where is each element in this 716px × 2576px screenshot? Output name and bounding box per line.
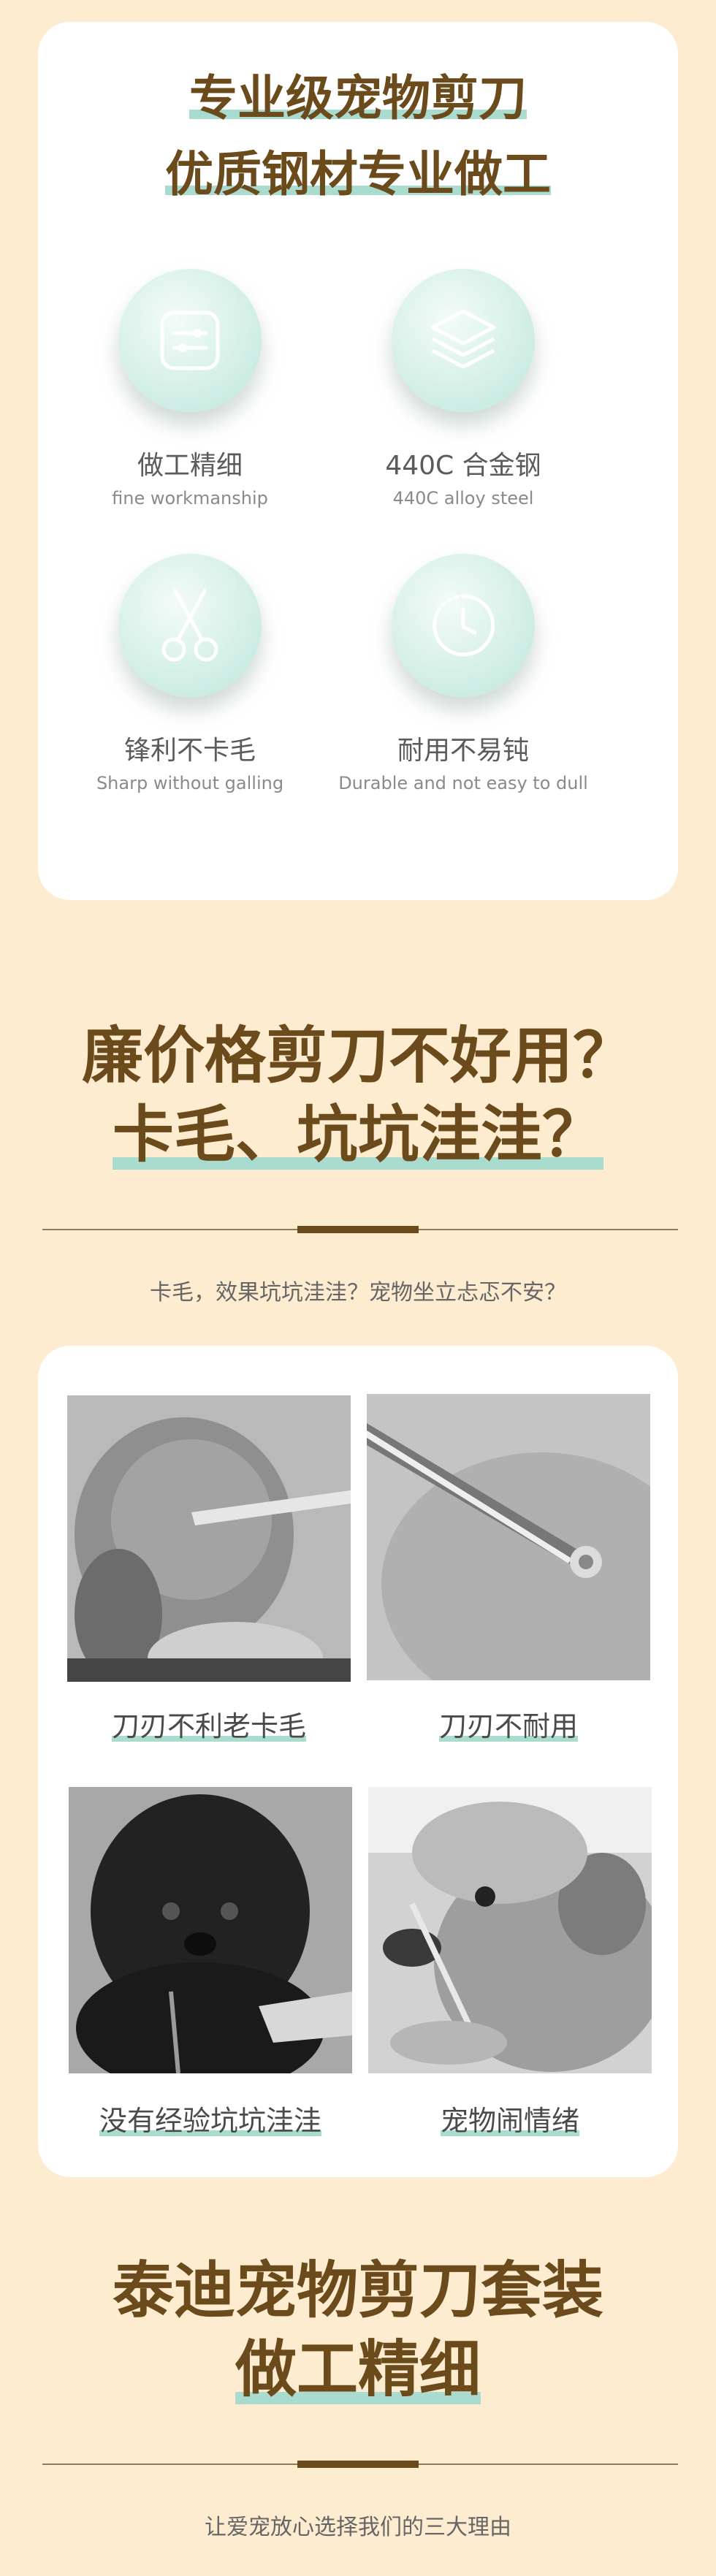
card-title-line2: 优质钢材专业做工 bbox=[165, 146, 551, 202]
feature-label-en: fine workmanship bbox=[112, 488, 268, 508]
features-card: 专业级宠物剪刀 优质钢材专业做工 做工精细 fine workmanship bbox=[38, 22, 678, 900]
section3-title-line2: 做工精细 bbox=[0, 2331, 716, 2409]
feature-alloy-steel: 440C 合金钢 440C alloy steel bbox=[324, 269, 602, 508]
feature-fine-workmanship: 做工精细 fine workmanship bbox=[51, 269, 329, 508]
section-subtitle: 卡毛，效果坑坑洼洼？宠物坐立忐忑不安？ bbox=[150, 1280, 566, 1306]
problem-caption: 刀刃不利老卡毛 bbox=[67, 1704, 351, 1744]
layers-icon bbox=[392, 269, 535, 412]
thinning-shears-photo bbox=[367, 1394, 650, 1680]
adjust-sliders-icon bbox=[118, 269, 262, 412]
section-title-line1: 廉价格剪刀不好用？ bbox=[81, 1020, 634, 1091]
dog-grooming-photo bbox=[368, 1787, 652, 2073]
section3-subtitle: 让爱宠放心选择我们的三大理由 bbox=[205, 2515, 511, 2540]
problem-caption: 没有经验坑坑洼洼 bbox=[69, 2098, 352, 2138]
feature-durable: 耐用不易钝 Durable and not easy to dull bbox=[324, 554, 602, 793]
scissors-icon bbox=[118, 554, 262, 697]
feature-label-cn: 做工精细 bbox=[137, 451, 243, 481]
feature-label-cn: 440C 合金钢 bbox=[385, 451, 541, 481]
problem-caption: 宠物闹情绪 bbox=[368, 2098, 652, 2138]
feature-label-cn: 锋利不卡毛 bbox=[123, 736, 256, 766]
card-title-line1: 专业级宠物剪刀 bbox=[189, 70, 527, 126]
feature-sharp: 锋利不卡毛 Sharp without galling bbox=[51, 554, 329, 793]
section-title-line2: 卡毛、坑坑洼洼？ bbox=[0, 1096, 716, 1175]
feature-label-cn: 耐用不易钝 bbox=[397, 736, 529, 766]
problem-caption: 刀刃不耐用 bbox=[367, 1704, 650, 1744]
clock-icon bbox=[392, 554, 535, 697]
feature-label-en: Durable and not easy to dull bbox=[338, 773, 588, 793]
feature-label-en: 440C alloy steel bbox=[392, 488, 534, 508]
divider-accent bbox=[297, 1226, 419, 1233]
divider-accent bbox=[297, 2461, 419, 2468]
black-poodle-photo bbox=[69, 1787, 352, 2073]
poodle-trim-photo bbox=[67, 1395, 351, 1682]
feature-label-en: Sharp without galling bbox=[96, 773, 284, 793]
problems-card: 刀刃不利老卡毛 刀刃不耐用 没有经验坑坑洼洼 bbox=[38, 1346, 678, 2177]
section3-title-line1: 泰迪宠物剪刀套装 bbox=[112, 2255, 603, 2326]
